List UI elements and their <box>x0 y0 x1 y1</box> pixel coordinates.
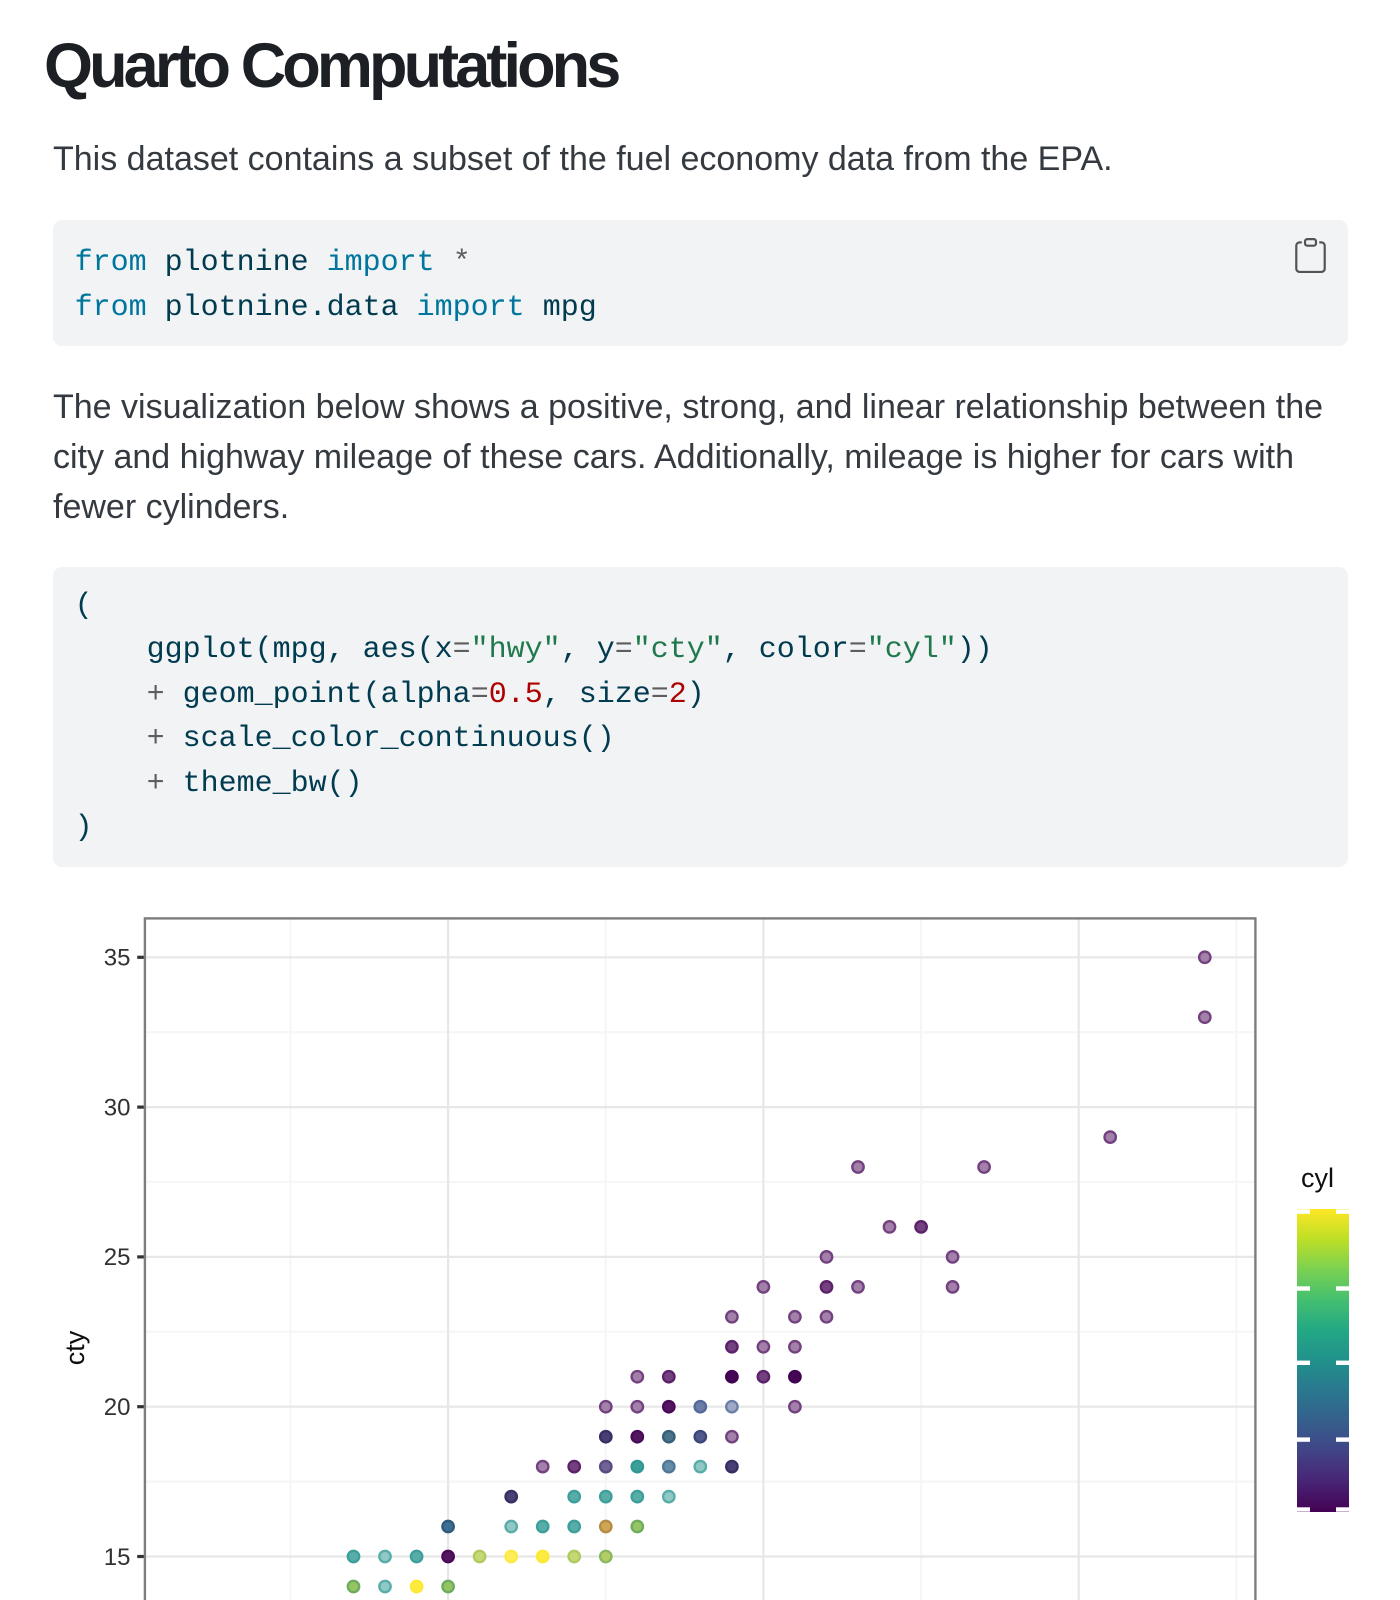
svg-text:25: 25 <box>104 1244 131 1271</box>
svg-text:30: 30 <box>104 1094 131 1121</box>
svg-text:cyl: cyl <box>1301 1163 1334 1193</box>
svg-text:cty: cty <box>60 1330 90 1365</box>
svg-text:35: 35 <box>104 945 131 972</box>
svg-text:15: 15 <box>104 1544 131 1571</box>
svg-text:20: 20 <box>104 1394 131 1421</box>
